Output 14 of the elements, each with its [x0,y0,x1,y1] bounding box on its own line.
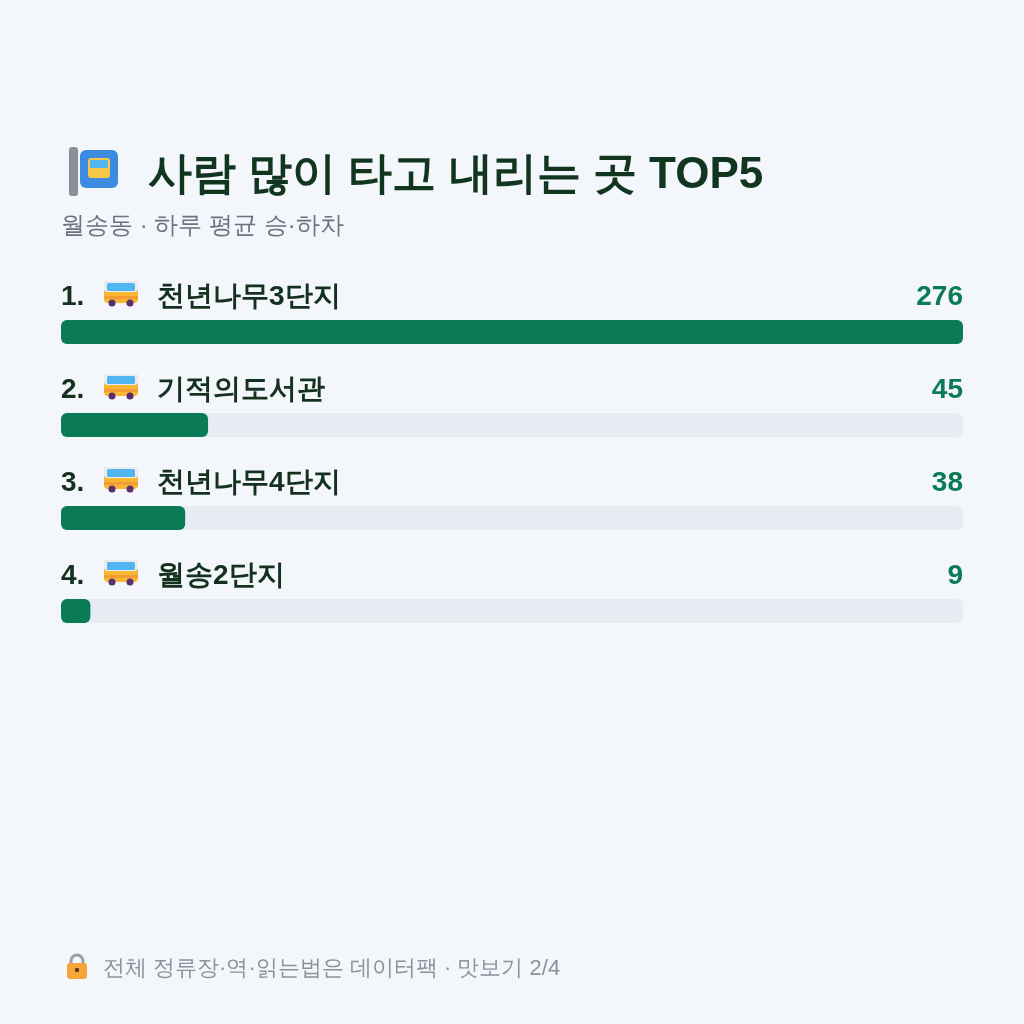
data-label: 38 [931,466,963,497]
category-label: 2. 기적의도서관 [61,373,325,404]
bar [61,506,186,530]
bar [61,599,91,623]
category-label: 4. 월송2단지 [61,559,285,590]
chart-subtitle: 월송동 · 하루 평균 승·하차 [61,211,344,238]
chart-title: 사람 많이 타고 내리는 곳 TOP5 [148,148,764,197]
data-label: 276 [916,280,963,311]
data-label: 45 [931,373,963,404]
bar [61,413,209,437]
text: 전체 정류장·역·읽는법은 데이터팩 · 맛보기 2/4 [103,955,561,980]
data-label: 9 [947,559,963,590]
category-label: 1. 천년나무3단지 [61,280,341,311]
category-label: 3. 천년나무4단지 [61,466,341,497]
